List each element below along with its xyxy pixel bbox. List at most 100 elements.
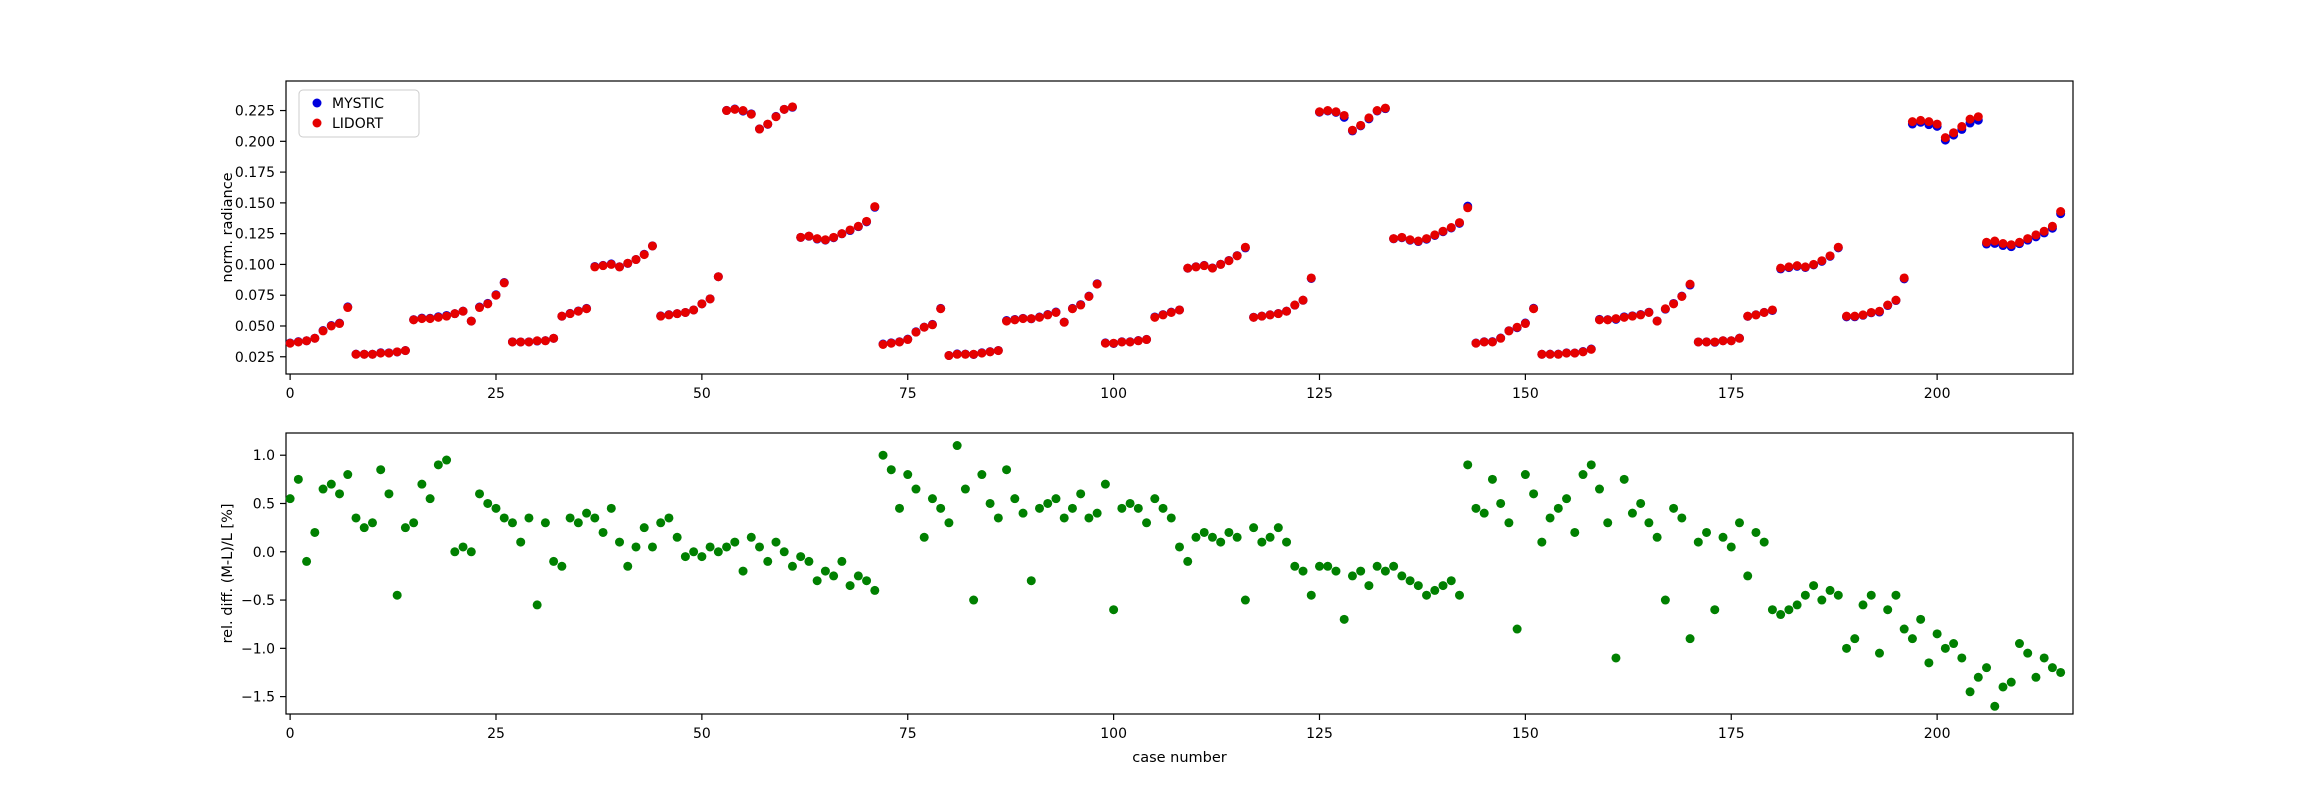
data-point bbox=[837, 229, 847, 239]
data-point bbox=[1191, 532, 1201, 542]
data-point bbox=[1767, 605, 1777, 615]
data-point bbox=[1059, 317, 1069, 327]
x-tick-label: 175 bbox=[1718, 386, 1745, 402]
data-point bbox=[351, 513, 361, 523]
data-point bbox=[1990, 236, 2000, 246]
data-point bbox=[1232, 251, 1242, 261]
data-point bbox=[2014, 237, 2024, 247]
data-point bbox=[450, 547, 460, 557]
data-point bbox=[1125, 337, 1135, 347]
y-tick-label: −1.5 bbox=[241, 690, 275, 706]
data-point bbox=[1545, 349, 1555, 359]
data-point bbox=[697, 552, 707, 562]
data-point bbox=[796, 232, 806, 242]
data-point bbox=[417, 314, 427, 324]
data-point bbox=[787, 561, 797, 571]
top-plot: 0 25 50 75 100 125 150 175 200 0.025 0.050 0.075 0.1… bbox=[220, 80, 2074, 402]
top-scatter-points bbox=[285, 102, 2066, 361]
data-point bbox=[1504, 518, 1514, 528]
data-point bbox=[1397, 232, 1407, 242]
x-tick-label: 125 bbox=[1306, 386, 1333, 402]
data-point bbox=[1298, 566, 1308, 576]
data-point bbox=[384, 348, 394, 358]
data-point bbox=[1199, 261, 1209, 271]
data-point bbox=[664, 513, 674, 523]
data-point bbox=[343, 303, 353, 313]
data-point bbox=[1718, 532, 1728, 542]
data-point bbox=[1496, 498, 1506, 508]
data-point bbox=[598, 261, 608, 271]
data-point bbox=[376, 348, 386, 358]
data-point bbox=[1973, 112, 1983, 122]
data-point bbox=[1273, 309, 1283, 319]
data-point bbox=[565, 309, 575, 319]
data-point bbox=[1874, 306, 1884, 316]
data-point bbox=[1949, 639, 1959, 649]
data-point bbox=[1866, 590, 1876, 600]
data-point bbox=[623, 561, 633, 571]
data-point bbox=[1512, 322, 1522, 332]
data-point bbox=[1043, 310, 1053, 320]
data-point bbox=[713, 547, 723, 557]
data-point bbox=[1273, 523, 1283, 533]
data-point bbox=[442, 455, 452, 465]
data-point bbox=[1092, 279, 1102, 289]
data-point bbox=[1940, 133, 1950, 143]
data-point bbox=[779, 104, 789, 114]
data-point bbox=[1594, 484, 1604, 494]
x-tick-label: 50 bbox=[693, 726, 711, 742]
data-point bbox=[293, 337, 303, 347]
data-point bbox=[573, 306, 583, 316]
data-point bbox=[1166, 307, 1176, 317]
data-point bbox=[1249, 312, 1259, 322]
data-point bbox=[1537, 537, 1547, 547]
data-point bbox=[310, 527, 320, 537]
data-point bbox=[1669, 503, 1679, 513]
bottom-scatter-points bbox=[285, 441, 2066, 711]
data-point bbox=[738, 566, 748, 576]
data-point bbox=[623, 258, 633, 268]
data-point bbox=[804, 556, 814, 566]
data-point bbox=[680, 552, 690, 562]
data-point bbox=[1677, 513, 1687, 523]
data-point bbox=[425, 494, 435, 504]
x-tick-label: 200 bbox=[1924, 726, 1951, 742]
data-point bbox=[540, 336, 550, 346]
data-point bbox=[540, 518, 550, 528]
data-point bbox=[1743, 311, 1753, 321]
data-point bbox=[2014, 639, 2024, 649]
data-point bbox=[450, 309, 460, 319]
data-point bbox=[977, 348, 987, 358]
data-point bbox=[483, 299, 493, 309]
data-point bbox=[829, 232, 839, 242]
data-point bbox=[532, 336, 542, 346]
data-point bbox=[1018, 314, 1028, 324]
data-point bbox=[507, 337, 517, 347]
data-point bbox=[1232, 532, 1242, 542]
x-tick-label: 175 bbox=[1718, 726, 1745, 742]
data-point bbox=[615, 262, 625, 272]
x-tick-label: 200 bbox=[1924, 386, 1951, 402]
data-point bbox=[631, 255, 641, 265]
data-point bbox=[779, 547, 789, 557]
data-point bbox=[1084, 513, 1094, 523]
data-point bbox=[853, 221, 863, 231]
data-point bbox=[1026, 314, 1036, 324]
data-point bbox=[1570, 527, 1580, 537]
data-point bbox=[1743, 571, 1753, 581]
data-point bbox=[598, 527, 608, 537]
data-point bbox=[952, 441, 962, 451]
data-point bbox=[1636, 498, 1646, 508]
data-point bbox=[1446, 223, 1456, 232]
data-point bbox=[1726, 542, 1736, 552]
data-point bbox=[1570, 348, 1580, 358]
top-axes-ticks: 0 25 50 75 100 125 150 175 200 0.025 0.050 0.075 0.1… bbox=[235, 104, 1951, 402]
data-point bbox=[549, 333, 559, 343]
data-point bbox=[1940, 643, 1950, 653]
data-point bbox=[1389, 234, 1399, 244]
data-point bbox=[1100, 479, 1110, 489]
data-point bbox=[565, 513, 575, 523]
data-point bbox=[1422, 590, 1432, 600]
x-tick-label: 75 bbox=[899, 386, 917, 402]
